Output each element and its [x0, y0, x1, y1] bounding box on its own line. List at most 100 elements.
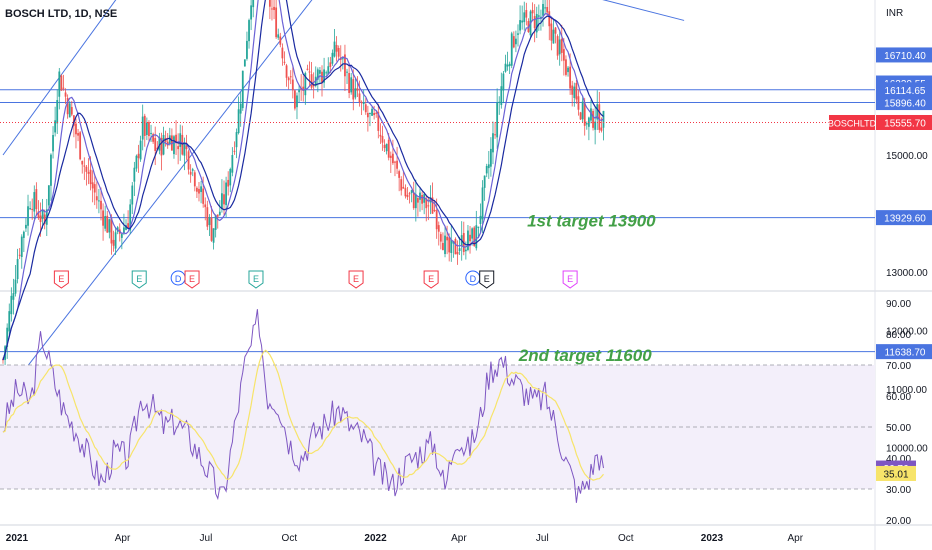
candle-body — [469, 234, 471, 242]
candle-body — [354, 88, 357, 98]
candle-body — [54, 120, 57, 133]
candle-body — [419, 192, 421, 200]
candle-body — [308, 71, 311, 73]
candle-body — [556, 36, 559, 56]
candle-body — [221, 193, 223, 210]
candle-body — [83, 165, 86, 167]
candle-body — [112, 239, 115, 246]
candle-body — [404, 188, 407, 197]
candle-body — [283, 61, 286, 63]
candle-body — [387, 139, 390, 158]
time-axis-tick-2: Jul — [200, 533, 213, 544]
candle-body — [573, 86, 576, 98]
candle-body — [193, 172, 196, 187]
candle-body — [106, 215, 109, 233]
candle-body — [248, 20, 250, 42]
candle-body — [439, 234, 442, 242]
candle-body — [337, 47, 340, 57]
earnings-marker-5 — [348, 270, 364, 289]
candle-body — [120, 234, 123, 238]
candle-body — [214, 214, 217, 230]
candle-body — [39, 215, 42, 223]
price-axis-tick-1: 15000.00 — [886, 151, 928, 162]
earnings-marker-0 — [53, 270, 69, 289]
candle-body — [31, 208, 34, 210]
candle-body — [123, 227, 125, 234]
candle-body — [25, 224, 27, 229]
candle-body — [492, 133, 494, 153]
candle-body — [72, 115, 75, 126]
candle-body — [508, 63, 511, 67]
candle-body — [166, 141, 169, 146]
price-axis-tick-3: 12000.00 — [886, 327, 928, 338]
time-axis-tick-4: 2022 — [364, 533, 387, 544]
last-price-tag — [876, 114, 932, 130]
candle-body — [391, 153, 394, 164]
candle-body — [346, 71, 348, 73]
trendline-0 — [2, 0, 117, 156]
time-axis-tick-7: Oct — [618, 533, 634, 544]
candle-body — [510, 33, 513, 66]
candle-body — [108, 219, 111, 233]
candle-body — [325, 72, 328, 74]
moving-average-fast — [2, 0, 604, 361]
candle-body — [10, 295, 13, 315]
candle-body — [268, 0, 271, 7]
rsi-ma-label: 35.01 — [883, 469, 908, 480]
candle-body — [596, 104, 599, 120]
candle-body — [275, 7, 278, 38]
candle-body — [500, 86, 503, 106]
candle-body — [246, 40, 248, 59]
candle-body — [567, 67, 569, 73]
candle-body — [173, 136, 175, 155]
candle-body — [41, 210, 44, 219]
candle-body — [369, 112, 371, 114]
candle-body — [316, 69, 319, 80]
candle-body — [104, 216, 107, 229]
candle-body — [485, 166, 488, 174]
candle-body — [358, 93, 361, 103]
candle-body — [225, 182, 227, 206]
candle-body — [504, 63, 507, 72]
candle-body — [294, 90, 296, 109]
candle-body — [70, 107, 73, 115]
candle-body — [406, 194, 409, 198]
candle-body — [189, 171, 192, 175]
candle-body — [577, 96, 580, 110]
candle-body — [131, 185, 134, 205]
candle-body — [302, 86, 305, 91]
candle-body — [366, 113, 369, 118]
candle-body — [62, 87, 65, 89]
candle-body — [437, 225, 440, 232]
candle-body — [200, 186, 202, 193]
candle-body — [141, 116, 144, 140]
candle-body — [433, 209, 436, 211]
candle-body — [385, 143, 388, 152]
candle-body — [590, 108, 592, 121]
candle-body — [335, 44, 338, 52]
candle-body — [583, 102, 586, 126]
candle-body — [565, 59, 567, 75]
candle-body — [177, 146, 180, 150]
candle-body — [417, 198, 419, 203]
candle-body — [179, 133, 182, 147]
trendline-2 — [602, 0, 685, 21]
candle-body — [168, 135, 171, 145]
candle-body — [344, 54, 346, 77]
candle-body — [252, 0, 255, 8]
candle-body — [212, 228, 215, 243]
candle-body — [89, 169, 92, 185]
candle-body — [233, 150, 236, 152]
price-axis-tick-2: 13000.00 — [886, 268, 928, 279]
candle-body — [444, 235, 446, 255]
candle-body — [450, 239, 453, 254]
candle-body — [364, 104, 367, 113]
candle-body — [542, 3, 544, 16]
candle-body — [421, 195, 423, 204]
candle-body — [202, 188, 205, 204]
rsi-moving-average — [2, 349, 604, 481]
candle-body — [20, 236, 23, 258]
candles-group — [2, 0, 605, 374]
candle-body — [598, 104, 601, 130]
